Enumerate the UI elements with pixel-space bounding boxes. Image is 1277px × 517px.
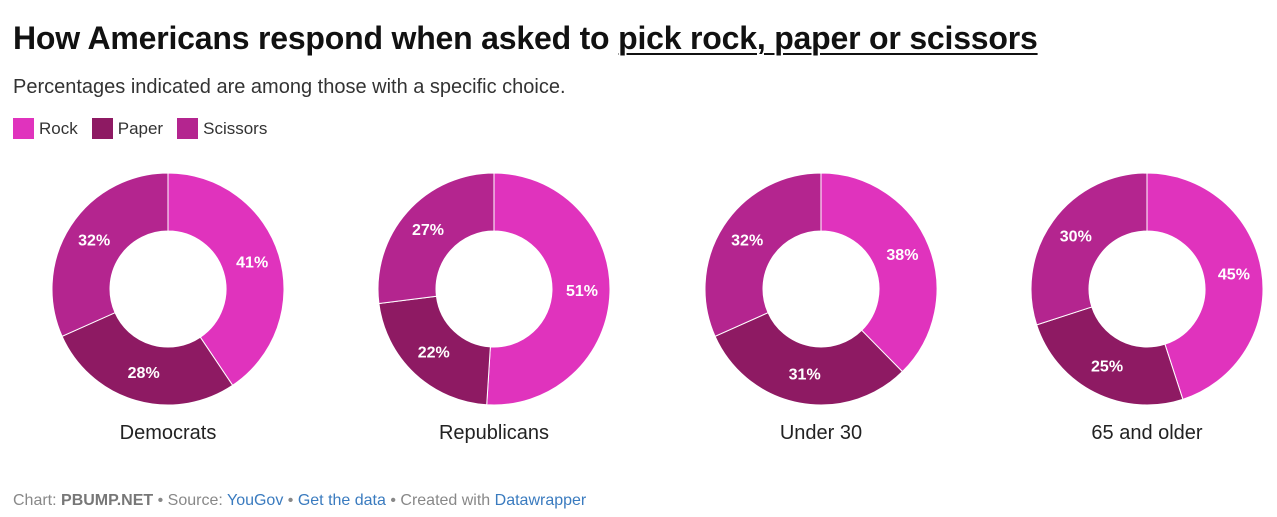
group-label: 65 and older [1091, 422, 1203, 444]
slice-scissors [1030, 172, 1148, 326]
legend-item-scissors: Scissors [177, 118, 267, 139]
legend-swatch-rock [13, 118, 34, 139]
legend-item-paper: Paper [91, 118, 164, 139]
legend-swatch-paper [91, 118, 113, 139]
footer-separator: • [283, 492, 298, 509]
slice-label-scissors: 27% [412, 222, 444, 239]
slice-label-rock: 45% [1218, 266, 1250, 283]
donut-republicans: 51% 22% 27% Republicans [377, 172, 611, 444]
slice-paper [61, 311, 234, 406]
donut-65-and-older: 45% 25% 30% 65 and older [1030, 172, 1264, 444]
chart-subtitle: Percentages indicated are among those wi… [13, 76, 566, 98]
slice-label-paper: 28% [128, 365, 160, 382]
group-label: Democrats [120, 422, 217, 444]
legend-label-rock: Rock [39, 118, 78, 138]
legend-item-rock: Rock [13, 118, 78, 139]
slice-label-paper: 22% [418, 344, 450, 361]
group-label: Republicans [439, 422, 549, 444]
title-text: How Americans respond when asked to [13, 20, 619, 56]
donut-charts: 41% 28% 32% Democrats 51% 22% 27% Republicans 38… [51, 172, 1264, 444]
footer-chart-prefix: Chart: [13, 492, 62, 509]
title-link[interactable]: pick rock, paper or scissors [618, 20, 1038, 56]
footer-datawrapper-link[interactable]: Datawrapper [494, 492, 587, 509]
slice-scissors [377, 172, 495, 305]
slice-label-rock: 41% [236, 255, 268, 272]
slice-scissors [51, 172, 169, 337]
slice-paper [1036, 306, 1184, 406]
slice-rock [486, 172, 611, 406]
slice-label-paper: 31% [789, 367, 821, 384]
footer: Chart: PBUMP.NET • Source: YouGov • Get … [13, 492, 586, 510]
slice-label-rock: 38% [886, 247, 918, 264]
footer-source-prefix: • Source: [153, 492, 227, 509]
slice-label-scissors: 32% [78, 232, 110, 249]
legend-label-paper: Paper [117, 118, 164, 138]
donut-democrats: 41% 28% 32% Democrats [51, 172, 285, 444]
slice-label-scissors: 30% [1060, 228, 1092, 245]
slice-paper [378, 295, 491, 406]
chart-title: How Americans respond when asked to pick… [13, 20, 1038, 57]
group-label: Under 30 [780, 422, 862, 444]
legend: Rock Paper Scissors [13, 118, 281, 139]
slice-rock [1146, 172, 1264, 400]
slice-rock [167, 172, 285, 387]
footer-chart-author: PBUMP.NET [61, 492, 154, 509]
footer-created-prefix: • Created with [385, 492, 495, 509]
footer-source-link[interactable]: YouGov [226, 492, 284, 509]
legend-label-scissors: Scissors [203, 118, 268, 138]
legend-swatch-scissors [177, 118, 199, 139]
slice-rock [820, 172, 938, 373]
slice-label-paper: 25% [1091, 359, 1123, 376]
footer-data-link[interactable]: Get the data [297, 492, 386, 509]
donut-under-30: 38% 31% 32% Under 30 [704, 172, 938, 444]
slice-paper [714, 311, 904, 406]
slice-scissors [704, 172, 822, 337]
slice-label-scissors: 32% [731, 232, 763, 249]
slice-label-rock: 51% [566, 283, 598, 300]
